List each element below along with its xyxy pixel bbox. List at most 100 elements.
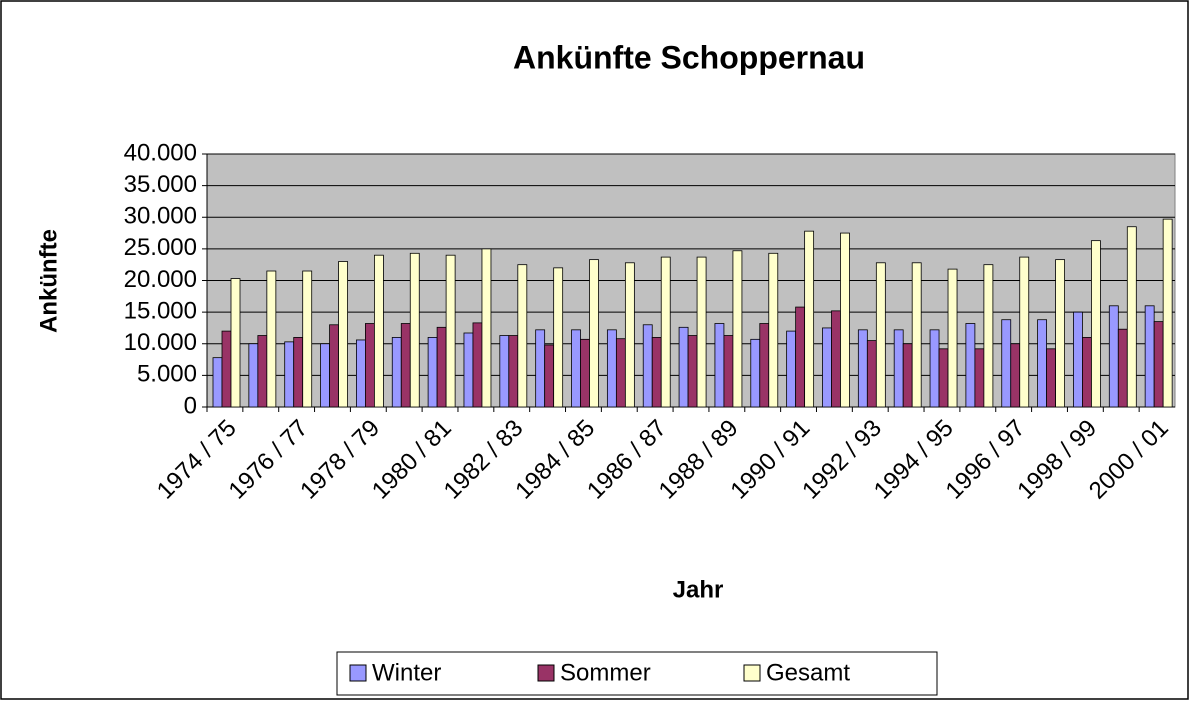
bar (1153, 321, 1164, 408)
bar (293, 337, 304, 408)
bar (1010, 343, 1021, 408)
bar (804, 230, 815, 408)
y-tick-label: 15.000 (124, 297, 197, 324)
bar (356, 339, 366, 408)
bar (696, 256, 707, 408)
bar (517, 264, 528, 408)
y-tick-label: 25.000 (124, 234, 197, 261)
legend-label: Sommer (560, 659, 651, 686)
bar (248, 343, 259, 408)
legend-label: Gesamt (766, 659, 850, 686)
bar (831, 310, 841, 408)
bar (221, 330, 232, 408)
bar (687, 335, 698, 408)
bar (1082, 337, 1092, 408)
y-tick-label: 5.000 (137, 361, 197, 388)
y-tick-label: 20.000 (124, 266, 197, 293)
bar (866, 340, 877, 408)
bar (400, 323, 411, 408)
y-tick-label: 10.000 (124, 329, 197, 356)
bar (651, 337, 662, 408)
bar (1055, 259, 1065, 408)
bar (544, 344, 555, 408)
bar (615, 338, 626, 408)
legend-swatch (537, 664, 555, 682)
bar (795, 306, 806, 408)
bar (938, 348, 949, 408)
bar (840, 232, 850, 408)
y-tick-label: 0 (184, 392, 197, 419)
bar (624, 262, 635, 408)
y-axis-title: Ankünfte (35, 229, 62, 333)
bar (1091, 240, 1101, 408)
bar (212, 357, 223, 408)
bar (606, 329, 617, 408)
bar (1001, 319, 1012, 408)
bar (230, 278, 241, 408)
bar (678, 326, 689, 408)
bar (902, 343, 913, 408)
bar (553, 267, 564, 408)
bar (329, 324, 339, 408)
bar (508, 335, 519, 408)
bar (1037, 319, 1047, 408)
bar (947, 268, 958, 408)
bar (338, 261, 348, 408)
bar (660, 256, 671, 408)
bar (911, 262, 922, 408)
y-tick-label: 30.000 (124, 203, 197, 230)
y-tick-label: 35.000 (124, 171, 197, 198)
x-axis-title: Jahr (673, 576, 724, 603)
chart-title: Ankünfte Schoppernau (513, 39, 865, 75)
bar (786, 330, 797, 408)
bar (857, 329, 868, 408)
bar (965, 323, 976, 408)
bar (974, 348, 985, 408)
legend-swatch (743, 664, 761, 682)
bar (409, 252, 420, 408)
bar (723, 335, 734, 408)
bar (374, 254, 384, 408)
bar (983, 264, 994, 408)
bar (580, 338, 590, 408)
bar (445, 254, 456, 408)
bar (535, 329, 546, 408)
bar (284, 341, 295, 408)
bar (427, 337, 438, 408)
bar (365, 323, 375, 408)
bar (1126, 226, 1137, 408)
bar (642, 324, 653, 408)
bar (714, 323, 725, 408)
bar (1073, 311, 1083, 408)
bar (266, 270, 277, 408)
legend-label: Winter (372, 659, 441, 686)
bar (822, 327, 832, 408)
bar (571, 329, 581, 408)
bar (320, 343, 330, 408)
y-tick-label: 40.000 (124, 139, 197, 166)
bar (391, 337, 402, 408)
bar (1144, 305, 1155, 408)
bar (893, 329, 904, 408)
bar (257, 335, 268, 408)
bar (750, 338, 761, 408)
bar (436, 326, 447, 408)
bar (1046, 348, 1056, 408)
bar (1162, 218, 1173, 408)
bar (463, 332, 474, 408)
legend-box (336, 651, 938, 696)
bar (481, 248, 492, 408)
bar (1108, 305, 1119, 408)
bar (472, 322, 483, 408)
bar (302, 270, 313, 408)
bar (768, 252, 779, 408)
bar (499, 335, 510, 408)
bar (875, 262, 886, 408)
bar (759, 323, 770, 408)
bar (1117, 328, 1128, 408)
bar (589, 259, 599, 408)
bar (1019, 256, 1030, 408)
bar (929, 329, 940, 408)
bar (732, 250, 743, 408)
